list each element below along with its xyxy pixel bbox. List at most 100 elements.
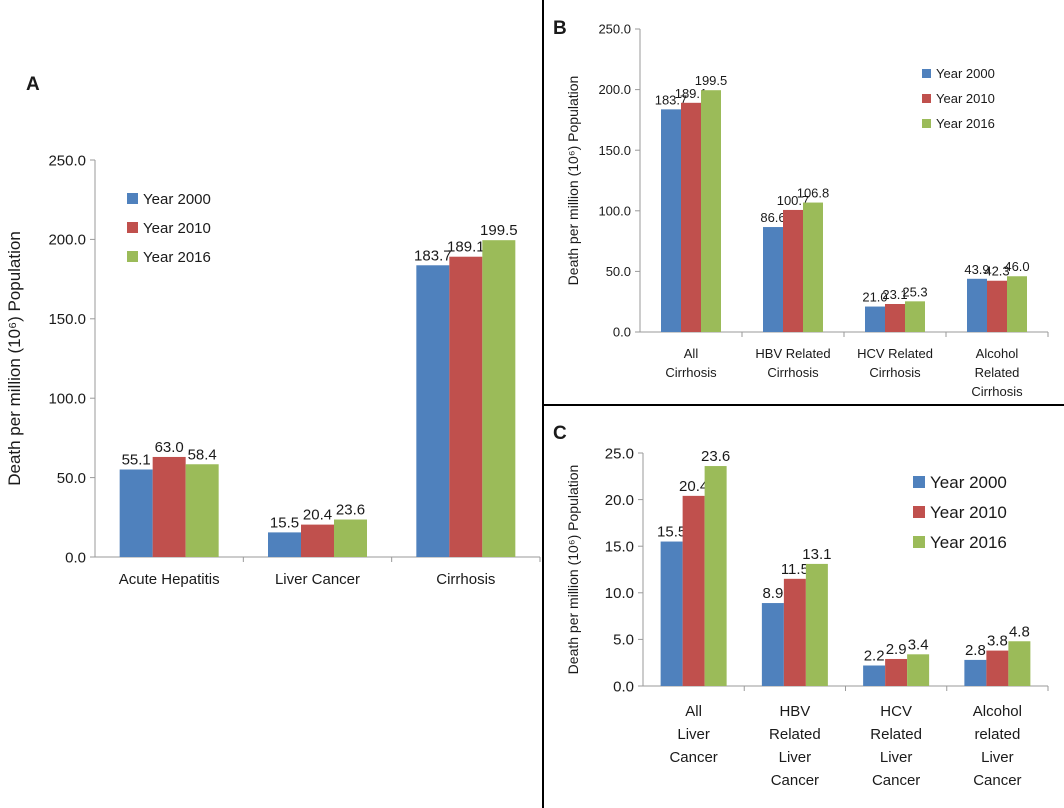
data-label: 13.1 [802, 546, 831, 563]
legend: Year 2000 Year 2010 Year 2016 [922, 66, 995, 131]
bar [885, 658, 908, 686]
category-label: Liver Cancer [275, 571, 360, 588]
data-label: 3.8 [987, 633, 1008, 650]
legend-swatch [127, 193, 138, 204]
bar [783, 578, 806, 686]
legend-label: Year 2000 [936, 66, 995, 81]
bar [885, 304, 905, 332]
data-label: 21.0 [862, 290, 887, 305]
legend-label: Year 2016 [936, 116, 995, 131]
y-tick-label: 20.0 [605, 492, 634, 509]
y-tick-label: 50.0 [606, 264, 631, 279]
category-label: HCV Related Cirrhosis [857, 346, 933, 380]
y-tick-label: 5.0 [613, 632, 634, 649]
data-label: 2.8 [965, 642, 986, 659]
legend-swatch [922, 94, 931, 103]
bar [865, 306, 885, 332]
data-label: 23.6 [701, 448, 730, 465]
y-tick-label: 100.0 [598, 203, 631, 218]
data-label: 2.9 [886, 641, 907, 658]
bar [986, 650, 1009, 686]
bar [1007, 276, 1027, 332]
y-tick-label: 200.0 [48, 232, 86, 249]
legend-swatch [127, 251, 138, 262]
y-tick-label: 250.0 [48, 152, 86, 169]
data-label: 15.5 [657, 524, 686, 541]
data-label: 8.9 [762, 585, 783, 602]
y-tick-label: 150.0 [598, 143, 631, 158]
legend: Year 2000 Year 2010 Year 2016 [913, 473, 1007, 552]
bar [301, 524, 334, 557]
data-label: 23.1 [882, 287, 907, 302]
legend: Year 2000 Year 2010 Year 2016 [127, 191, 211, 266]
data-label: 2.2 [864, 647, 885, 664]
y-tick-label: 25.0 [605, 445, 634, 462]
data-label: 20.4 [679, 478, 708, 495]
y-tick-label: 15.0 [605, 538, 634, 555]
data-label: 100.7 [777, 193, 810, 208]
legend-swatch [922, 119, 931, 128]
data-label: 3.4 [908, 636, 929, 653]
bar [907, 654, 930, 686]
y-tick-label: 150.0 [48, 311, 86, 328]
bar [661, 109, 681, 333]
legend-label: Year 2016 [930, 533, 1007, 552]
y-tick-label: 0.0 [613, 325, 631, 340]
bar [803, 202, 823, 332]
panel-a: A 0.0 50.0 100.0 150.0 200.0 250.0 Death per m… [5, 74, 541, 588]
bar [761, 603, 784, 686]
data-label: 55.1 [122, 452, 151, 469]
bar [987, 280, 1007, 332]
legend-label: Year 2010 [930, 503, 1007, 522]
legend-swatch [913, 506, 925, 518]
bar [805, 563, 828, 686]
category-label: HCV Related Liver Cancer [870, 703, 922, 789]
y-axis-label: Death per million (10⁶) Population [565, 76, 581, 286]
data-label: 86.6 [760, 210, 785, 225]
legend-label: Year 2010 [143, 220, 211, 237]
bar [482, 240, 516, 557]
bar [682, 495, 705, 686]
category-label: Acute Hepatitis [119, 571, 220, 588]
panel-c: C 0.0 5.0 10.0 15.0 20.0 25.0 Death per millio… [553, 423, 1049, 789]
data-label: 23.6 [336, 502, 365, 519]
y-tick-label: 250.0 [598, 22, 631, 37]
category-label: Cirrhosis [436, 571, 495, 588]
bar [1008, 641, 1031, 686]
data-label: 199.5 [695, 73, 728, 88]
panel-b: B 0.0 50.0 100.0 150.0 200.0 250.0 Death per m… [553, 18, 1049, 399]
legend-swatch [913, 536, 925, 548]
data-label: 42.3 [984, 264, 1009, 279]
y-tick-label: 100.0 [48, 390, 86, 407]
bar [185, 464, 219, 557]
legend-label: Year 2016 [143, 249, 211, 266]
bar [152, 456, 186, 557]
data-label: 63.0 [155, 439, 184, 456]
legend-swatch [127, 222, 138, 233]
legend-label: Year 2010 [936, 91, 995, 106]
y-tick-label: 200.0 [598, 82, 631, 97]
data-label: 43.9 [964, 262, 989, 277]
y-axis-label: Death per million (10⁶) Population [5, 231, 24, 486]
category-label: HBV Related Liver Cancer [769, 703, 821, 789]
y-tick-label: 10.0 [605, 585, 634, 602]
data-label: 58.4 [188, 446, 217, 463]
legend-label: Year 2000 [143, 191, 211, 208]
bar [763, 227, 783, 332]
data-label: 183.7 [414, 247, 452, 264]
y-tick-label: 0.0 [613, 678, 634, 695]
bar [783, 209, 803, 332]
bar [964, 659, 987, 686]
bar [416, 265, 450, 557]
y-axis-label: Death per million (10⁶) Population [565, 465, 581, 675]
panel-letter: A [26, 74, 40, 95]
legend-swatch [913, 476, 925, 488]
category-label: Alcohol Related Cirrhosis [971, 346, 1023, 399]
panel-letter: B [553, 18, 567, 39]
bar [905, 301, 925, 332]
bar [863, 665, 886, 686]
data-label: 20.4 [303, 507, 332, 524]
data-label: 183.7 [655, 92, 688, 107]
category-label: All Cirrhosis [665, 346, 717, 380]
